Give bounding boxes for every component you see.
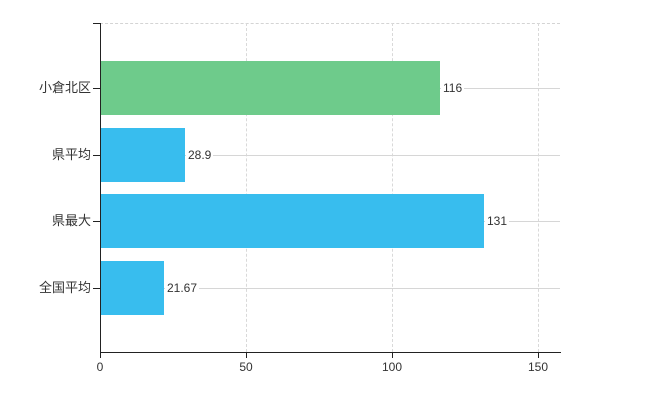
bar-default (101, 194, 484, 248)
y-axis-top-tick (93, 23, 100, 24)
x-gridline (538, 23, 539, 352)
category-gridline (100, 288, 560, 289)
bar-value-label: 28.9 (186, 148, 214, 162)
y-axis-tick (93, 88, 100, 89)
x-axis-tick-label: 100 (381, 360, 403, 374)
x-axis-tick (392, 352, 393, 358)
bar-default (101, 261, 164, 315)
x-axis-tick (538, 352, 539, 358)
category-label: 全国平均 (38, 280, 91, 295)
x-axis-tick (100, 352, 101, 358)
x-axis-tick (246, 352, 247, 358)
x-axis-tick-label: 50 (239, 360, 253, 374)
bar-value-label: 116 (441, 81, 465, 95)
x-axis-tick-label: 150 (527, 360, 549, 374)
category-gridline (100, 155, 560, 156)
bar-value-label: 131 (485, 214, 510, 228)
y-axis-line (100, 23, 101, 352)
x-gridline (392, 23, 393, 352)
y-axis-tick (93, 288, 100, 289)
bar-value-label: 21.67 (165, 281, 200, 295)
x-axis-tick-label: 0 (96, 360, 104, 374)
plot-top-gridline (100, 23, 560, 24)
category-label: 県最大 (51, 213, 91, 228)
x-axis-line (100, 352, 561, 353)
y-axis-tick (93, 221, 100, 222)
x-gridline (246, 23, 247, 352)
y-axis-tick (93, 155, 100, 156)
category-label: 小倉北区 (38, 80, 91, 95)
bar-highlight (101, 61, 440, 115)
category-label: 県平均 (51, 147, 91, 162)
bar-default (101, 128, 185, 182)
